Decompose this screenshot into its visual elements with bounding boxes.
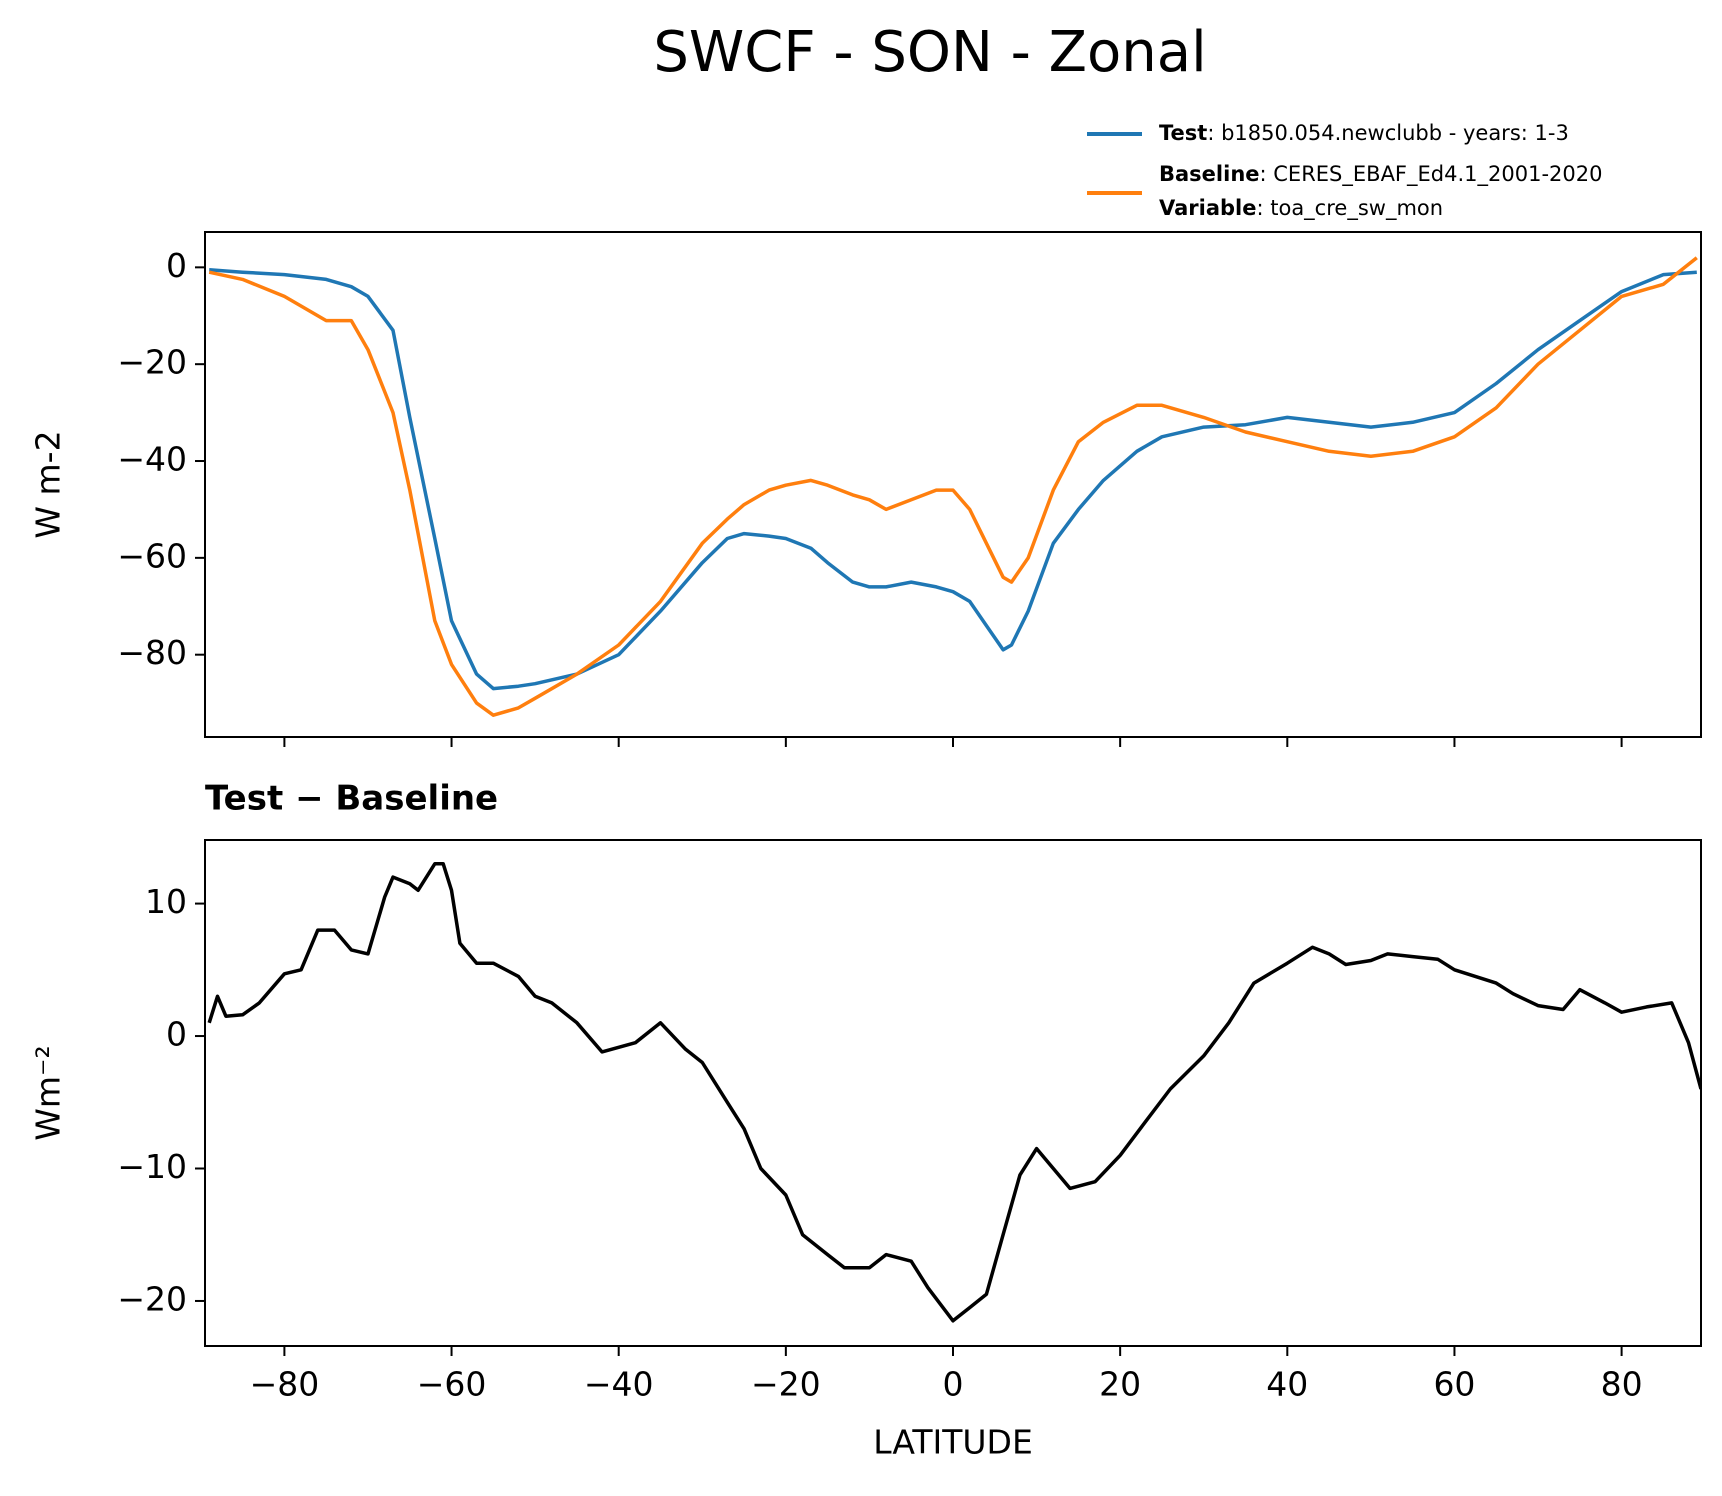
x-tick-label: −40 — [584, 1365, 654, 1404]
subplot-title: Test − Baseline — [205, 779, 498, 819]
x-tick-label: −80 — [250, 1365, 320, 1404]
y-tick-label: 0 — [166, 1015, 187, 1054]
y-axis-label: W m-2 — [29, 430, 68, 538]
legend-text: : b1850.054.newclubb - years: 1-3 — [1207, 121, 1568, 145]
x-tick-label: −20 — [751, 1365, 821, 1404]
figure-title: SWCF - SON - Zonal — [653, 20, 1206, 85]
legend-label: Test: b1850.054.newclubb - years: 1-3 — [1159, 121, 1569, 145]
y-tick-label: −80 — [117, 633, 187, 672]
legend-name: Baseline — [1159, 162, 1260, 186]
y-tick-label: −20 — [117, 1279, 187, 1318]
axes-frame — [204, 231, 1702, 738]
x-tick-label: 40 — [1266, 1365, 1308, 1404]
x-tick-label: 60 — [1433, 1365, 1475, 1404]
legend-name: Test — [1159, 121, 1207, 145]
y-axis-label: Wm⁻² — [29, 1045, 68, 1140]
x-tick-label: 0 — [943, 1365, 964, 1404]
data-line — [208, 256, 1698, 717]
y-tick-label: −20 — [117, 343, 187, 382]
data-line — [207, 862, 1701, 1323]
legend-text: : toa_cre_sw_mon — [1256, 196, 1443, 221]
y-tick-label: 0 — [166, 246, 187, 285]
x-axis-label: LATITUDE — [873, 1423, 1033, 1462]
legend-label: Variable: toa_cre_sw_mon — [1159, 196, 1443, 221]
data-line — [209, 268, 1697, 691]
axes-frame — [204, 839, 1702, 1347]
legend-label: Baseline: CERES_EBAF_Ed4.1_2001-2020 — [1159, 162, 1602, 187]
x-tick-label: −60 — [417, 1365, 487, 1404]
legend-text: : CERES_EBAF_Ed4.1_2001-2020 — [1260, 162, 1603, 187]
x-tick-label: 20 — [1099, 1365, 1141, 1404]
y-tick-label: −10 — [117, 1147, 187, 1186]
y-tick-label: 10 — [145, 882, 187, 921]
y-tick-label: −60 — [117, 536, 187, 575]
x-tick-label: 80 — [1601, 1365, 1643, 1404]
y-tick-label: −40 — [117, 440, 187, 479]
legend-name: Variable — [1159, 196, 1256, 220]
